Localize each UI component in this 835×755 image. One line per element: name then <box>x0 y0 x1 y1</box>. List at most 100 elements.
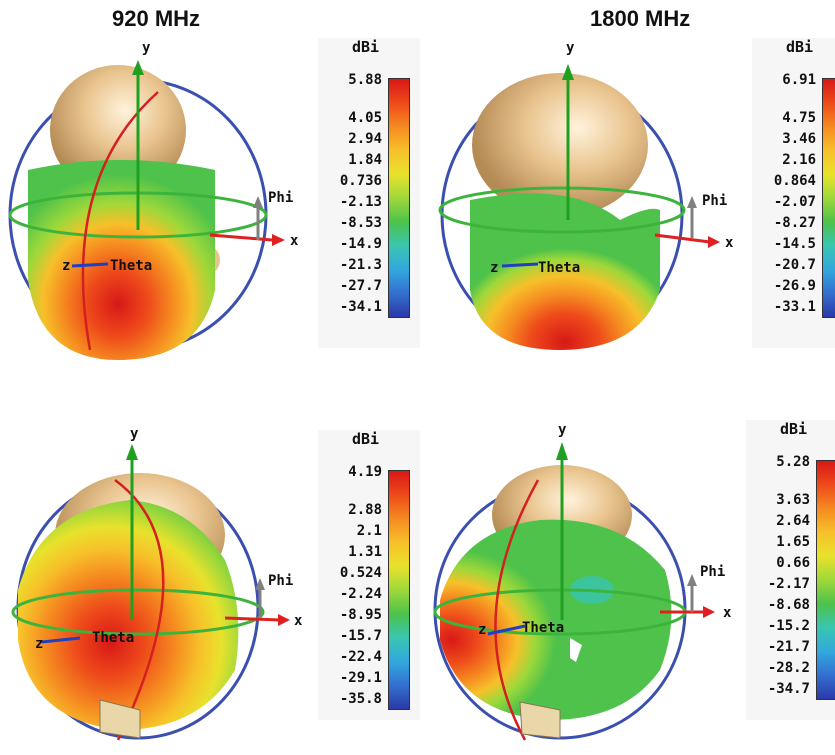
z-axis-label: z <box>490 260 498 276</box>
meridian-ring <box>494 479 540 741</box>
z-axis <box>501 262 539 268</box>
legend-tick-label: 5.28 <box>776 454 810 470</box>
legend-tick-label: 1.84 <box>348 152 382 168</box>
legend-unit: dBi <box>352 38 380 56</box>
legend-tick-label: 2.94 <box>348 131 382 147</box>
phi-label: Phi <box>702 193 727 209</box>
y-arrow-icon <box>556 442 568 460</box>
handset-stub <box>519 701 561 739</box>
legend-tick-label: -8.27 <box>773 215 816 231</box>
theta-label: Theta <box>538 260 580 276</box>
y-arrow-icon <box>132 60 144 75</box>
legend-unit: dBi <box>786 38 814 56</box>
legend-tick-label: -8.95 <box>339 607 382 623</box>
phi-arrow-icon <box>253 196 263 208</box>
legend-tick-label: 2.1 <box>356 523 382 539</box>
legend-tick-label: 3.46 <box>782 131 816 147</box>
x-axis <box>654 233 711 244</box>
y-axis-label: y <box>566 40 575 56</box>
z-axis <box>71 262 109 268</box>
phi-ring <box>438 186 686 234</box>
legend-tick-label: -33.1 <box>773 299 816 315</box>
gap-marker <box>570 638 582 662</box>
gain-surface <box>18 500 239 730</box>
legend-unit: dBi <box>780 420 808 438</box>
color-scale-legend: dBi 4.19 2.88 2.1 1.31 0.524 -2.24 -8.95 -15.7 -… <box>318 430 420 720</box>
phi-arrow-icon <box>687 196 697 208</box>
z-axis <box>41 636 81 644</box>
z-axis <box>487 624 526 636</box>
color-scale-legend: dBi 5.28 3.63 2.64 1.65 0.66 -2.17 -8.68 -15.2 -… <box>746 420 835 720</box>
y-axis-label: y <box>558 422 567 438</box>
pattern-plot-920-top: y x Phi z Theta <box>0 30 320 360</box>
theta-label: Theta <box>110 258 152 274</box>
z-axis-label: z <box>35 636 43 652</box>
z-axis-label: z <box>478 622 486 638</box>
legend-tick-label: -26.9 <box>773 278 816 294</box>
legend-tick-label: -2.17 <box>767 576 810 592</box>
legend-tick-label: 1.31 <box>348 544 382 560</box>
phi-label: Phi <box>268 573 293 589</box>
x-axis <box>224 616 281 622</box>
head-model <box>472 73 648 217</box>
legend-tick-label: -35.8 <box>339 691 382 707</box>
radiation-pattern-figure: y x Phi z Theta <box>11 426 303 741</box>
pattern-plot-1800-bottom: y x Phi z Theta <box>420 420 740 750</box>
y-arrow-icon <box>562 64 574 80</box>
x-arrow-icon <box>272 234 285 246</box>
meridian-ring <box>81 91 159 351</box>
legend-tick-label: 4.19 <box>348 464 382 480</box>
legend-tick-label: 2.16 <box>782 152 816 168</box>
phi-arrow-icon <box>687 574 697 586</box>
theta-label: Theta <box>522 620 564 636</box>
legend-tick-label: -2.13 <box>339 194 382 210</box>
x-arrow-icon <box>703 606 715 618</box>
x-axis-label: x <box>294 613 303 629</box>
phi-label: Phi <box>700 564 725 580</box>
gain-surface <box>440 519 672 720</box>
radiation-pattern-figure: y x Phi z Theta <box>433 422 732 741</box>
x-arrow-icon <box>708 236 720 248</box>
legend-tick-label: -21.7 <box>767 639 810 655</box>
legend-tick-label: -14.9 <box>339 236 382 252</box>
legend-unit: dBi <box>352 430 380 448</box>
x-axis-label: x <box>290 233 299 249</box>
legend-tick-label: -28.2 <box>767 660 810 676</box>
theta-label: Theta <box>92 630 134 646</box>
legend-tick-label: -8.53 <box>339 215 382 231</box>
legend-bar <box>822 78 835 318</box>
gain-surface <box>470 193 660 350</box>
legend-tick-label: -34.1 <box>339 299 382 315</box>
phi-ring <box>11 588 265 636</box>
y-arrow-icon <box>126 444 138 460</box>
color-scale-legend: dBi 5.88 4.05 2.94 1.84 0.736 -2.13 -8.53 -14.9… <box>318 38 420 348</box>
pattern-plot-1800-top: y x Phi z Theta <box>420 30 740 360</box>
x-axis-label: x <box>725 235 734 251</box>
legend-tick-label: 2.88 <box>348 502 382 518</box>
header-920mhz: 920 MHz <box>112 6 201 31</box>
color-scale-legend: dBi 6.91 4.75 3.46 2.16 0.864 -2.07 -8.27 -14.5… <box>752 38 835 348</box>
gain-surface <box>28 160 215 360</box>
legend-tick-label: -15.2 <box>767 618 810 634</box>
handset-stub <box>99 699 141 739</box>
x-axis <box>209 233 273 242</box>
legend-tick-label: 4.05 <box>348 110 382 126</box>
meridian-ring <box>114 478 165 741</box>
phi-label: Phi <box>268 190 293 206</box>
phi-arrow-icon <box>255 578 265 590</box>
legend-tick-label: 5.88 <box>348 72 382 88</box>
legend-tick-label: -8.68 <box>767 597 810 613</box>
legend-tick-label: -22.4 <box>339 649 382 665</box>
legend-tick-label: 0.524 <box>339 565 382 581</box>
legend-tick-label: -2.07 <box>773 194 816 210</box>
legend-tick-label: 3.63 <box>776 492 810 508</box>
legend-tick-label: 0.864 <box>773 173 816 189</box>
legend-tick-label: -15.7 <box>339 628 382 644</box>
x-axis-label: x <box>723 605 732 621</box>
legend-bar <box>388 78 410 318</box>
legend-tick-label: -34.7 <box>767 681 810 697</box>
legend-bar <box>388 470 410 710</box>
legend-tick-label: -27.7 <box>339 278 382 294</box>
radiation-pattern-figure: y x Phi z Theta <box>8 40 299 360</box>
legend-bar <box>816 460 835 700</box>
